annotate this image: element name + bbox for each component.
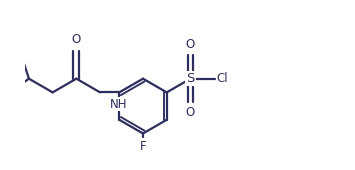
Text: NH: NH <box>110 98 127 111</box>
Text: Cl: Cl <box>216 72 228 85</box>
Text: O: O <box>186 38 195 51</box>
Text: F: F <box>140 140 146 153</box>
Text: S: S <box>186 72 195 85</box>
Text: O: O <box>72 33 81 46</box>
Text: O: O <box>186 106 195 119</box>
